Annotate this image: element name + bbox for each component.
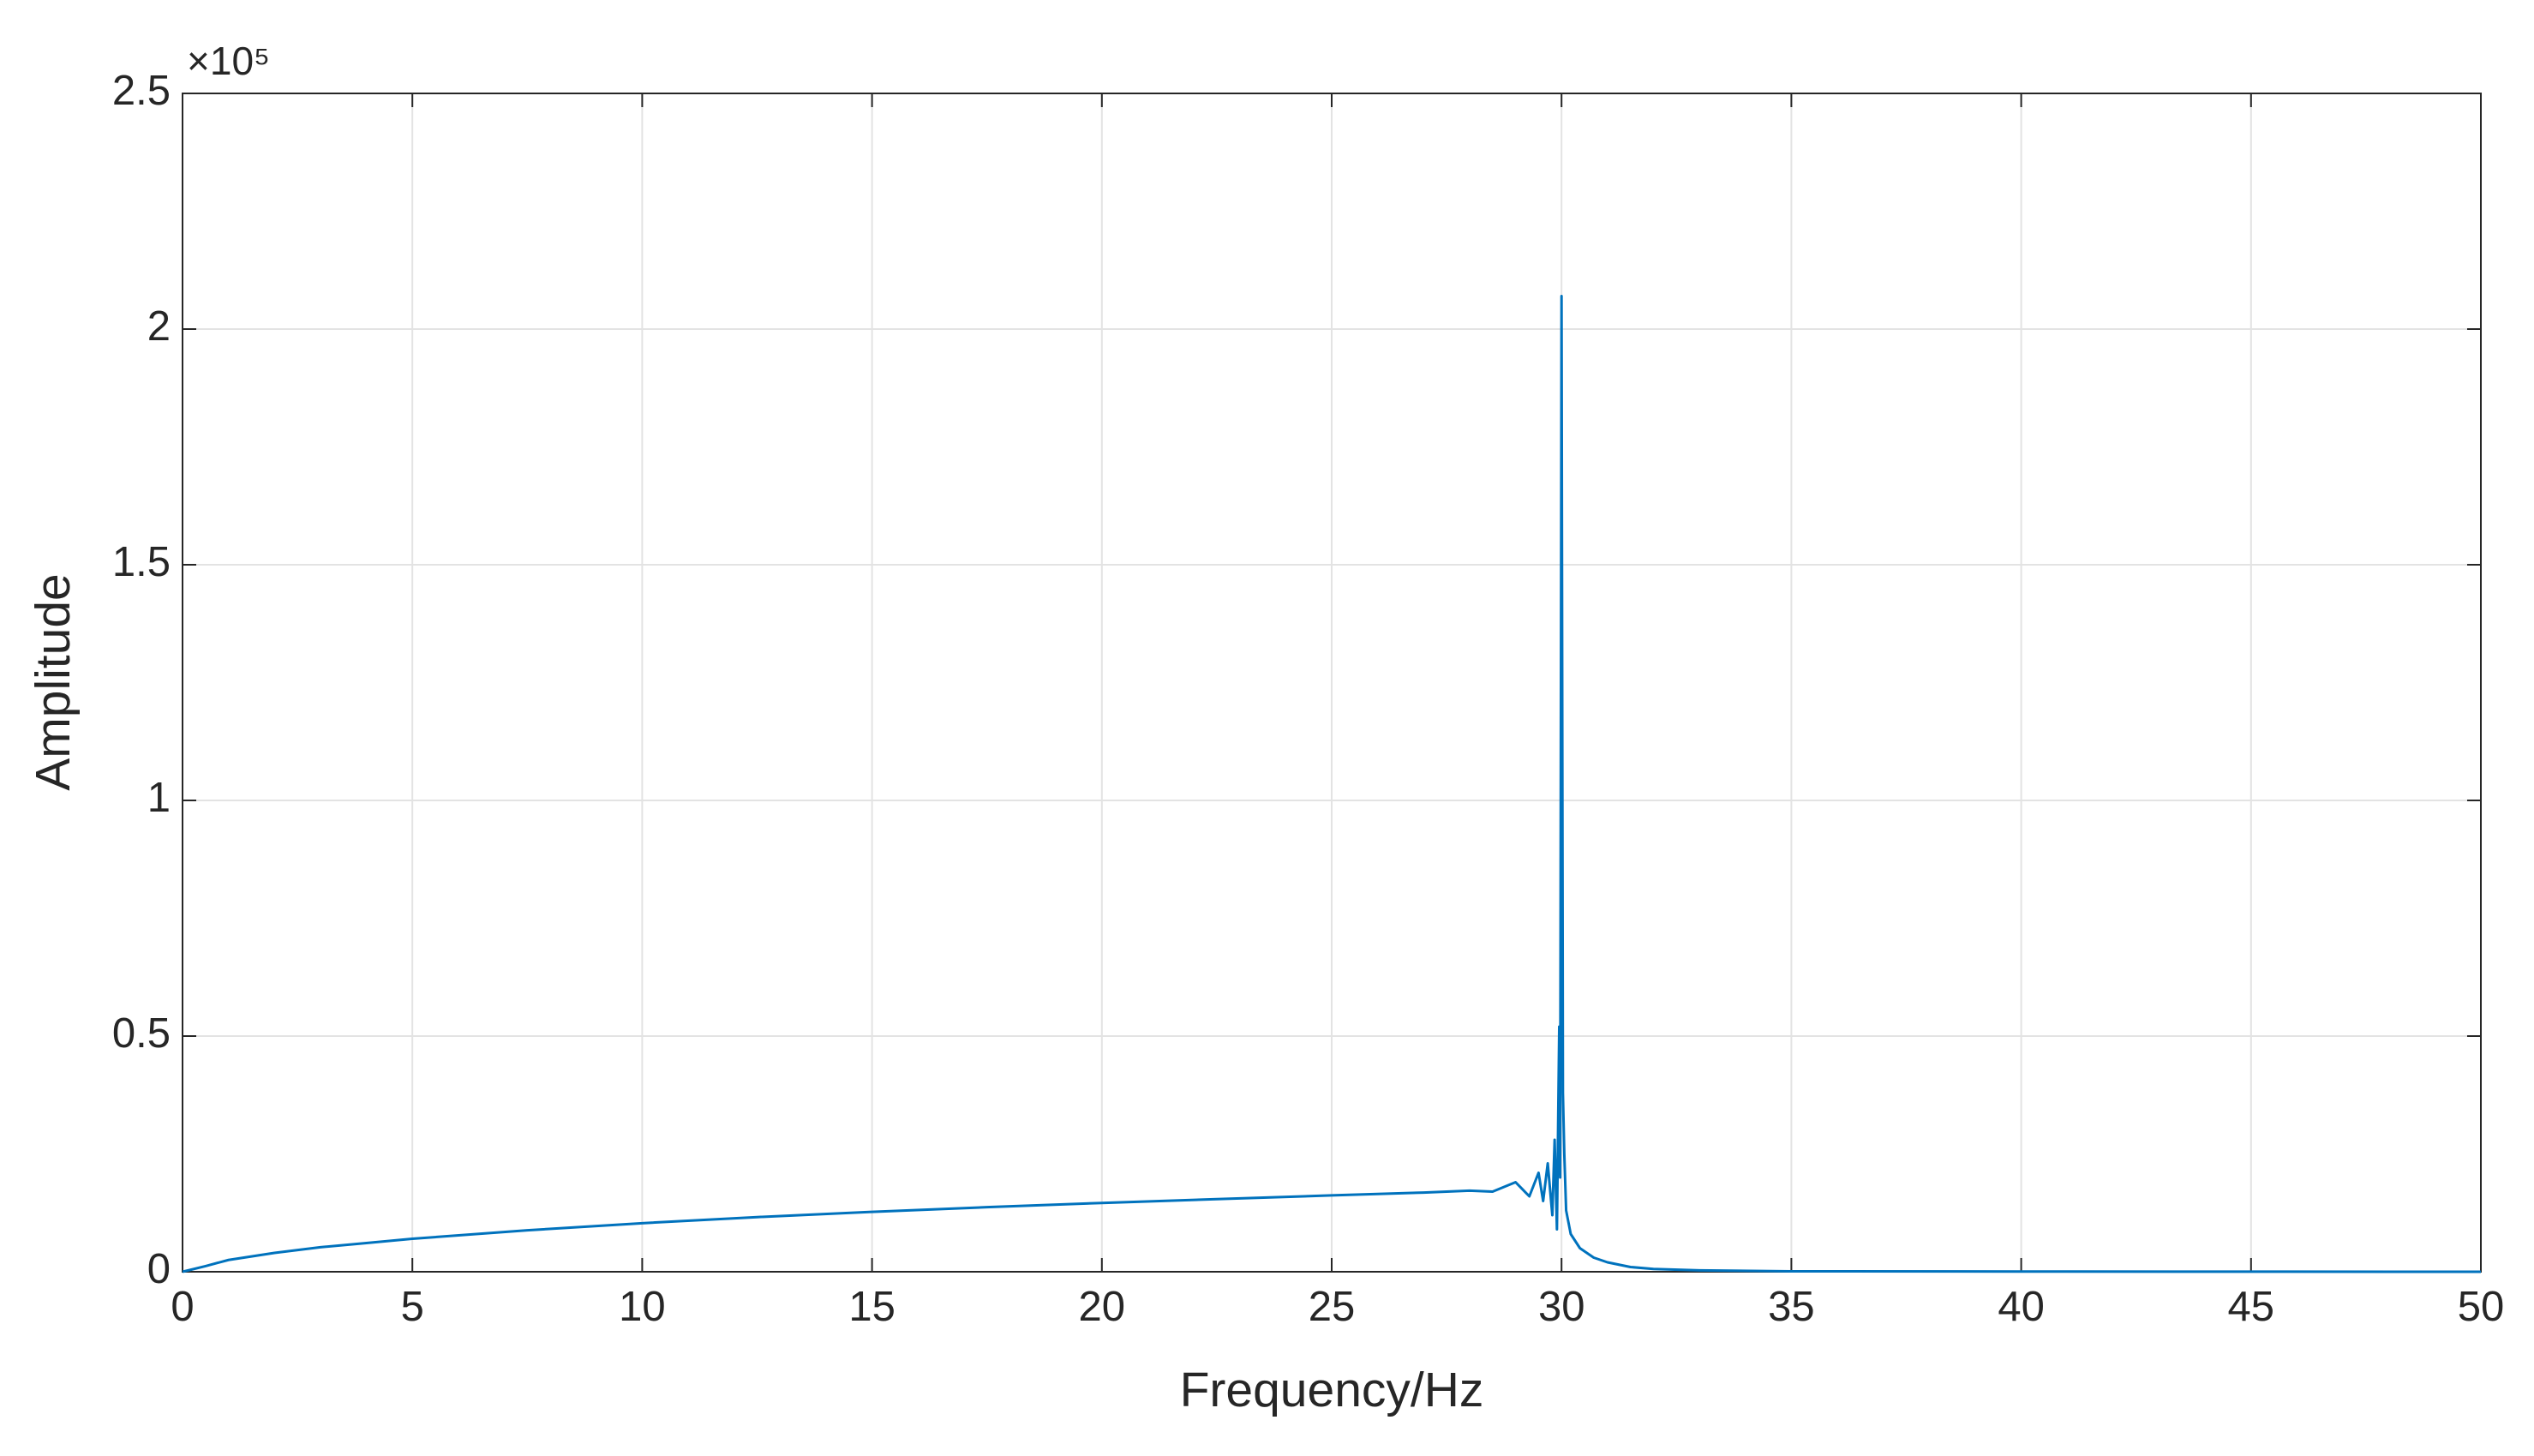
x-tick-label: 25 xyxy=(1309,1284,1356,1330)
x-tick-label: 10 xyxy=(619,1284,666,1330)
plot-frame xyxy=(182,93,2482,1273)
y-tick-label: 1 xyxy=(147,775,171,821)
x-tick-label: 45 xyxy=(2228,1284,2275,1330)
y-tick-label: 0 xyxy=(147,1246,171,1292)
y-tick-label: 2.5 xyxy=(112,68,171,114)
y-axis-label: Amplitude xyxy=(26,573,81,790)
y-tick-label: 0.5 xyxy=(112,1010,171,1057)
x-tick-label: 15 xyxy=(848,1284,896,1330)
x-tick-label: 0 xyxy=(171,1284,194,1330)
x-tick-label: 5 xyxy=(401,1284,424,1330)
y-tick-label: 2 xyxy=(147,303,171,350)
x-tick-label: 35 xyxy=(1768,1284,1815,1330)
data-line xyxy=(182,295,2482,1273)
x-tick-label: 30 xyxy=(1538,1284,1585,1330)
y-tick-label: 1.5 xyxy=(112,539,171,585)
x-tick-label: 40 xyxy=(1998,1284,2045,1330)
x-axis-label: Frequency/Hz xyxy=(1180,1363,1484,1417)
x-tick-label: 50 xyxy=(2458,1284,2505,1330)
x-tick-label: 20 xyxy=(1079,1284,1126,1330)
y-scale-label: ×10⁵ xyxy=(187,39,270,83)
